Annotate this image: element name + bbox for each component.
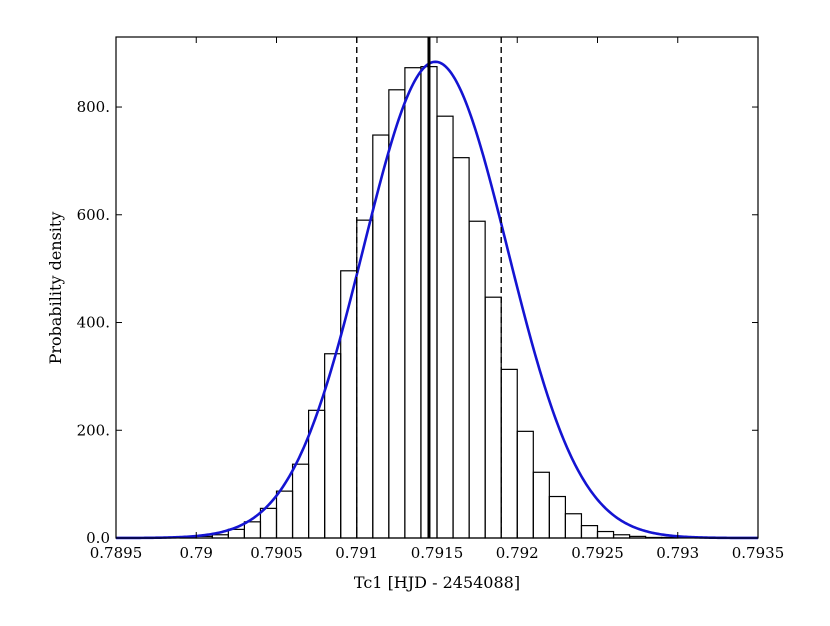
x-tick-label: 0.79 [180, 544, 213, 562]
x-tick-label: 0.791 [335, 544, 378, 562]
histogram-bar [388, 89, 406, 539]
histogram-bar [532, 471, 550, 539]
x-axis-label: Tc1 [HJD - 2454088] [354, 573, 520, 592]
y-tick-label: 600. [77, 206, 110, 224]
histogram-bar [548, 495, 566, 539]
x-tick-label: 0.793 [656, 544, 699, 562]
reference-lines-layer [356, 37, 502, 538]
gaussian-fit-curve [116, 60, 758, 540]
histogram-bar [404, 67, 422, 539]
histogram-bar [580, 525, 599, 539]
histogram-bar [564, 513, 583, 539]
x-axis-ticks: 0.7895 0.79 0.7905 0.791 0.7915 0.792 0.7925 0.… [90, 37, 785, 562]
x-tick-label: 0.7925 [571, 544, 624, 562]
histogram-bar [291, 463, 310, 539]
x-tick-label: 0.7915 [411, 544, 464, 562]
histogram-bars [179, 66, 679, 539]
x-tick-label: 0.7895 [90, 544, 143, 562]
histogram-bar [596, 530, 615, 539]
histogram-bar [436, 115, 454, 539]
histogram-bar [259, 507, 278, 539]
y-tick-label: 200. [77, 421, 110, 439]
histogram-bar [468, 220, 486, 539]
y-tick-label: 800. [77, 98, 110, 116]
histogram-bar [484, 296, 502, 539]
x-tick-label: 0.7905 [250, 544, 303, 562]
histogram-bar [372, 134, 390, 539]
x-tick-label: 0.7935 [732, 544, 785, 562]
histogram-bar [243, 521, 262, 539]
histogram-bar [452, 157, 470, 539]
y-axis-label: Probability density [46, 212, 65, 365]
y-axis-ticks: 0.0 200. 400. 600. 800. [77, 98, 758, 547]
gaussian-fit-layer [116, 60, 758, 540]
histogram-bar [516, 430, 534, 539]
histogram-bar [500, 368, 518, 539]
y-tick-label: 400. [77, 314, 110, 332]
histogram-bar [275, 490, 294, 539]
x-tick-label: 0.792 [496, 544, 539, 562]
y-tick-label: 0.0 [86, 529, 110, 547]
